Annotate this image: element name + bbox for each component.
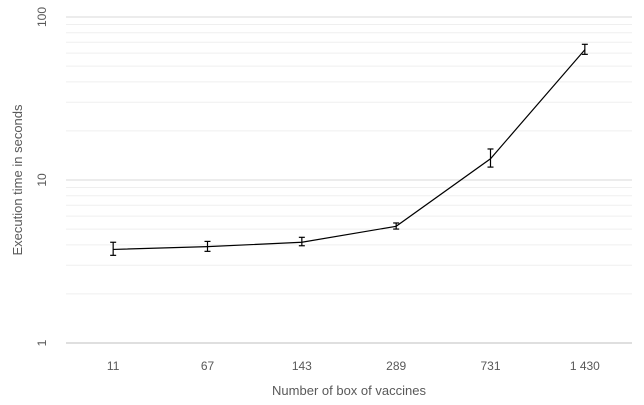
x-tick-label: 67 bbox=[201, 359, 215, 373]
tick-labels: 1 10 100 11 67 143 289 731 1 430 bbox=[35, 7, 600, 373]
y-tick-label: 100 bbox=[35, 7, 49, 27]
x-tick-label: 143 bbox=[292, 359, 312, 373]
x-tick-label: 731 bbox=[480, 359, 500, 373]
y-tick-label: 1 bbox=[35, 339, 49, 346]
series-line bbox=[113, 49, 586, 251]
y-tick-label: 10 bbox=[35, 173, 49, 187]
x-tick-label: 1 430 bbox=[570, 359, 600, 373]
data-series bbox=[110, 43, 588, 256]
grid-lines bbox=[66, 16, 632, 295]
x-axis-title: Number of box of vaccines bbox=[272, 383, 426, 398]
x-tick-label: 11 bbox=[107, 359, 120, 373]
y-axis-title: Execution time in seconds bbox=[10, 104, 25, 256]
x-tick-label: 289 bbox=[386, 359, 406, 373]
